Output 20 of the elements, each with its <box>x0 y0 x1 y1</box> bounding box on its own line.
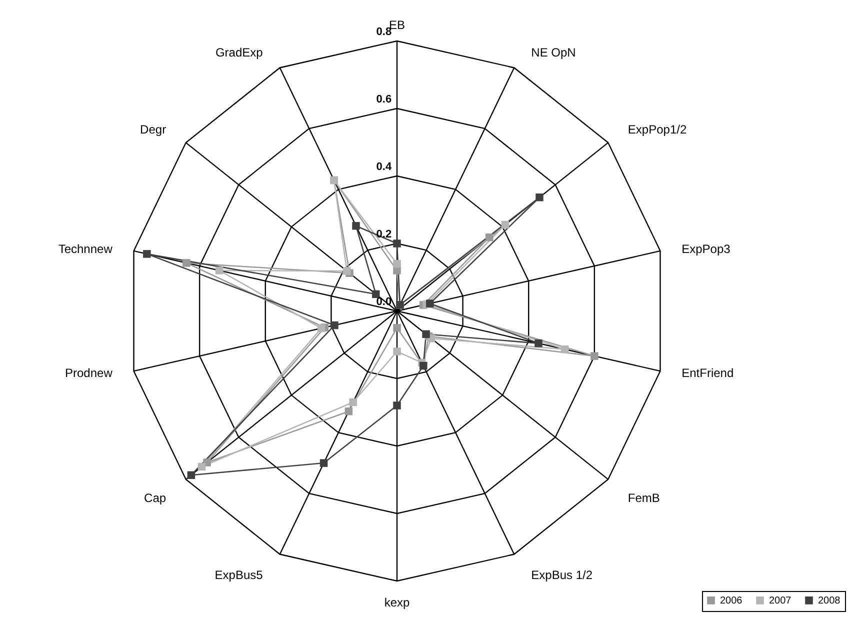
spoke-label: Cap <box>144 490 166 505</box>
spoke-label: ExpPop3 <box>682 242 731 256</box>
legend-label: 2007 <box>769 595 792 606</box>
spoke-label: ExpPop1/2 <box>628 122 687 137</box>
legend-label: 2008 <box>818 595 841 606</box>
y-tick-label: 0.6 <box>376 93 392 106</box>
spoke-label: EntFriend <box>682 366 734 380</box>
spoke-label: Technnew <box>58 242 113 256</box>
spoke-label: Degr <box>140 122 166 137</box>
spoke-label: ExpBus5 <box>214 568 264 582</box>
y-tick-label: 0.4 <box>376 160 392 173</box>
spoke-label: kexp <box>384 596 410 610</box>
spoke-label: Prodnew <box>65 366 113 380</box>
spoke-label: NE OpN <box>531 45 576 60</box>
y-tick-label: 0.8 <box>376 26 392 38</box>
legend-label: 2006 <box>720 595 743 606</box>
y-tick-label: 0.2 <box>376 228 392 240</box>
spoke-label: ExpBus 1/2 <box>531 568 593 582</box>
spoke-label: FemB <box>628 490 660 505</box>
spoke-label: GradExp <box>215 45 264 60</box>
